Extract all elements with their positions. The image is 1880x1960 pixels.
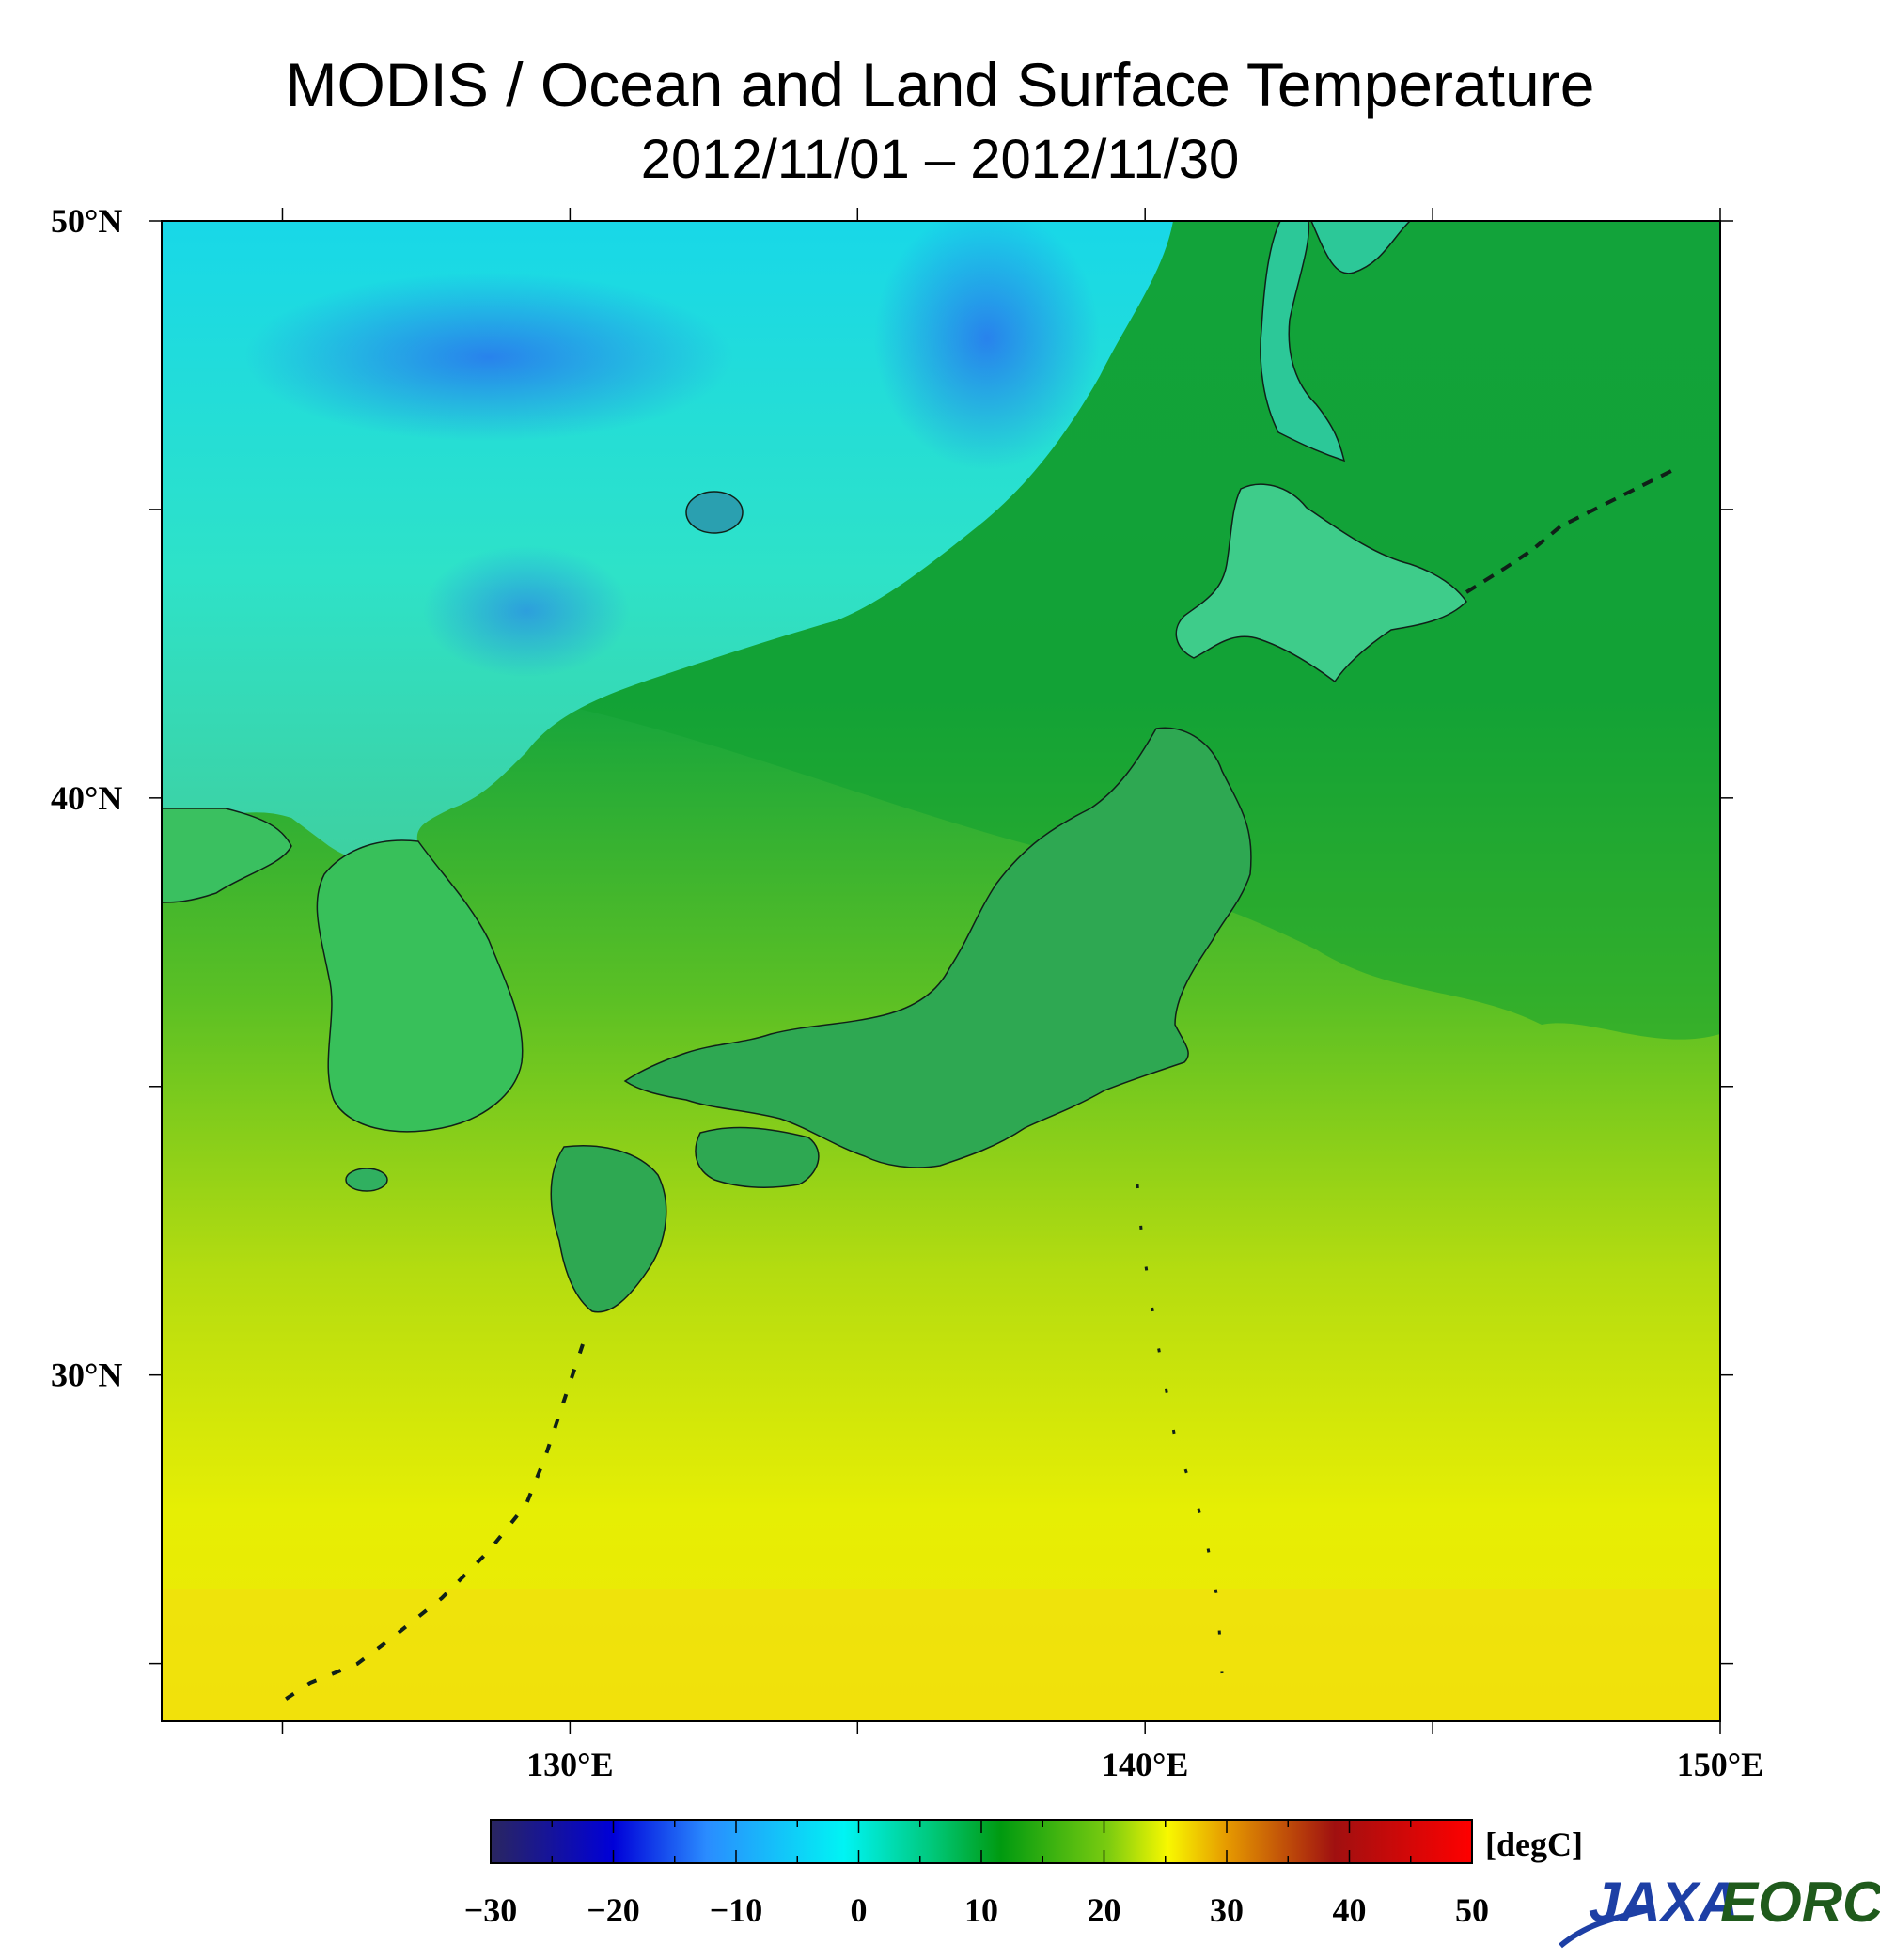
colorbar-tick-label: 0 [851, 1891, 868, 1929]
colorbar-tick-label: 40 [1333, 1891, 1367, 1929]
map-title: MODIS / Ocean and Land Surface Temperatu… [285, 50, 1595, 119]
warm-ocean-band [162, 1589, 1720, 1721]
cold-region-sikhote-alin [874, 221, 1100, 470]
jaxa-eorc-logo: JAXA EORC [1559, 1871, 1880, 1949]
colorbar-tick-label: 20 [1088, 1891, 1121, 1929]
okhotsk-coast [1310, 221, 1412, 274]
jeju-island [345, 1168, 388, 1192]
cool-ocean-band [526, 221, 1720, 1040]
colorbar-ticks: −30 −20 −10 0 10 20 30 40 50 [464, 1820, 1489, 1929]
honshu-island [623, 727, 1252, 1168]
colorbar: −30 −20 −10 0 10 20 30 40 50 [degC] [464, 1819, 1583, 1929]
sakhalin-island [1260, 221, 1346, 463]
korean-peninsula [316, 839, 524, 1133]
lon-label: 150°E [1677, 1746, 1763, 1783]
latitude-axis: 50°N 40°N 30°N [51, 202, 1733, 1665]
hokkaido-island [1175, 483, 1467, 683]
lat-label: 50°N [51, 202, 122, 240]
logo-swoosh-icon [1559, 1905, 1655, 1949]
lat-label: 30°N [51, 1356, 122, 1394]
colorbar-tick-label: −20 [587, 1891, 640, 1929]
colorbar-unit: [degC] [1485, 1826, 1583, 1863]
lon-label: 140°E [1102, 1746, 1188, 1783]
ryukyu-islands [280, 1343, 585, 1703]
lake-khanka [685, 491, 744, 534]
colorbar-tick-label: 50 [1455, 1891, 1489, 1929]
cold-region-korea-north [423, 545, 630, 677]
colorbar-tick-label: −30 [464, 1891, 518, 1929]
shikoku-island [695, 1126, 820, 1189]
colorbar-tick-label: 30 [1210, 1891, 1244, 1929]
lon-label: 130°E [526, 1746, 613, 1783]
map-frame [161, 220, 1721, 1722]
china-coast [162, 808, 292, 903]
kyushu-island [550, 1145, 667, 1313]
lat-label: 40°N [51, 779, 122, 817]
map-date-range: 2012/11/01 – 2012/11/30 [640, 129, 1240, 190]
logo-eorc-text: EORC [1720, 1871, 1880, 1934]
colorbar-tick-label: −10 [710, 1891, 763, 1929]
colorbar-tick-label: 10 [964, 1891, 998, 1929]
kuril-islands [1465, 468, 1674, 594]
cold-region-manchuria [244, 273, 733, 442]
map-area [162, 221, 1720, 1721]
longitude-axis: 130°E 140°E 150°E [281, 208, 1763, 1783]
logo-jaxa-text: JAXA [1589, 1871, 1739, 1934]
